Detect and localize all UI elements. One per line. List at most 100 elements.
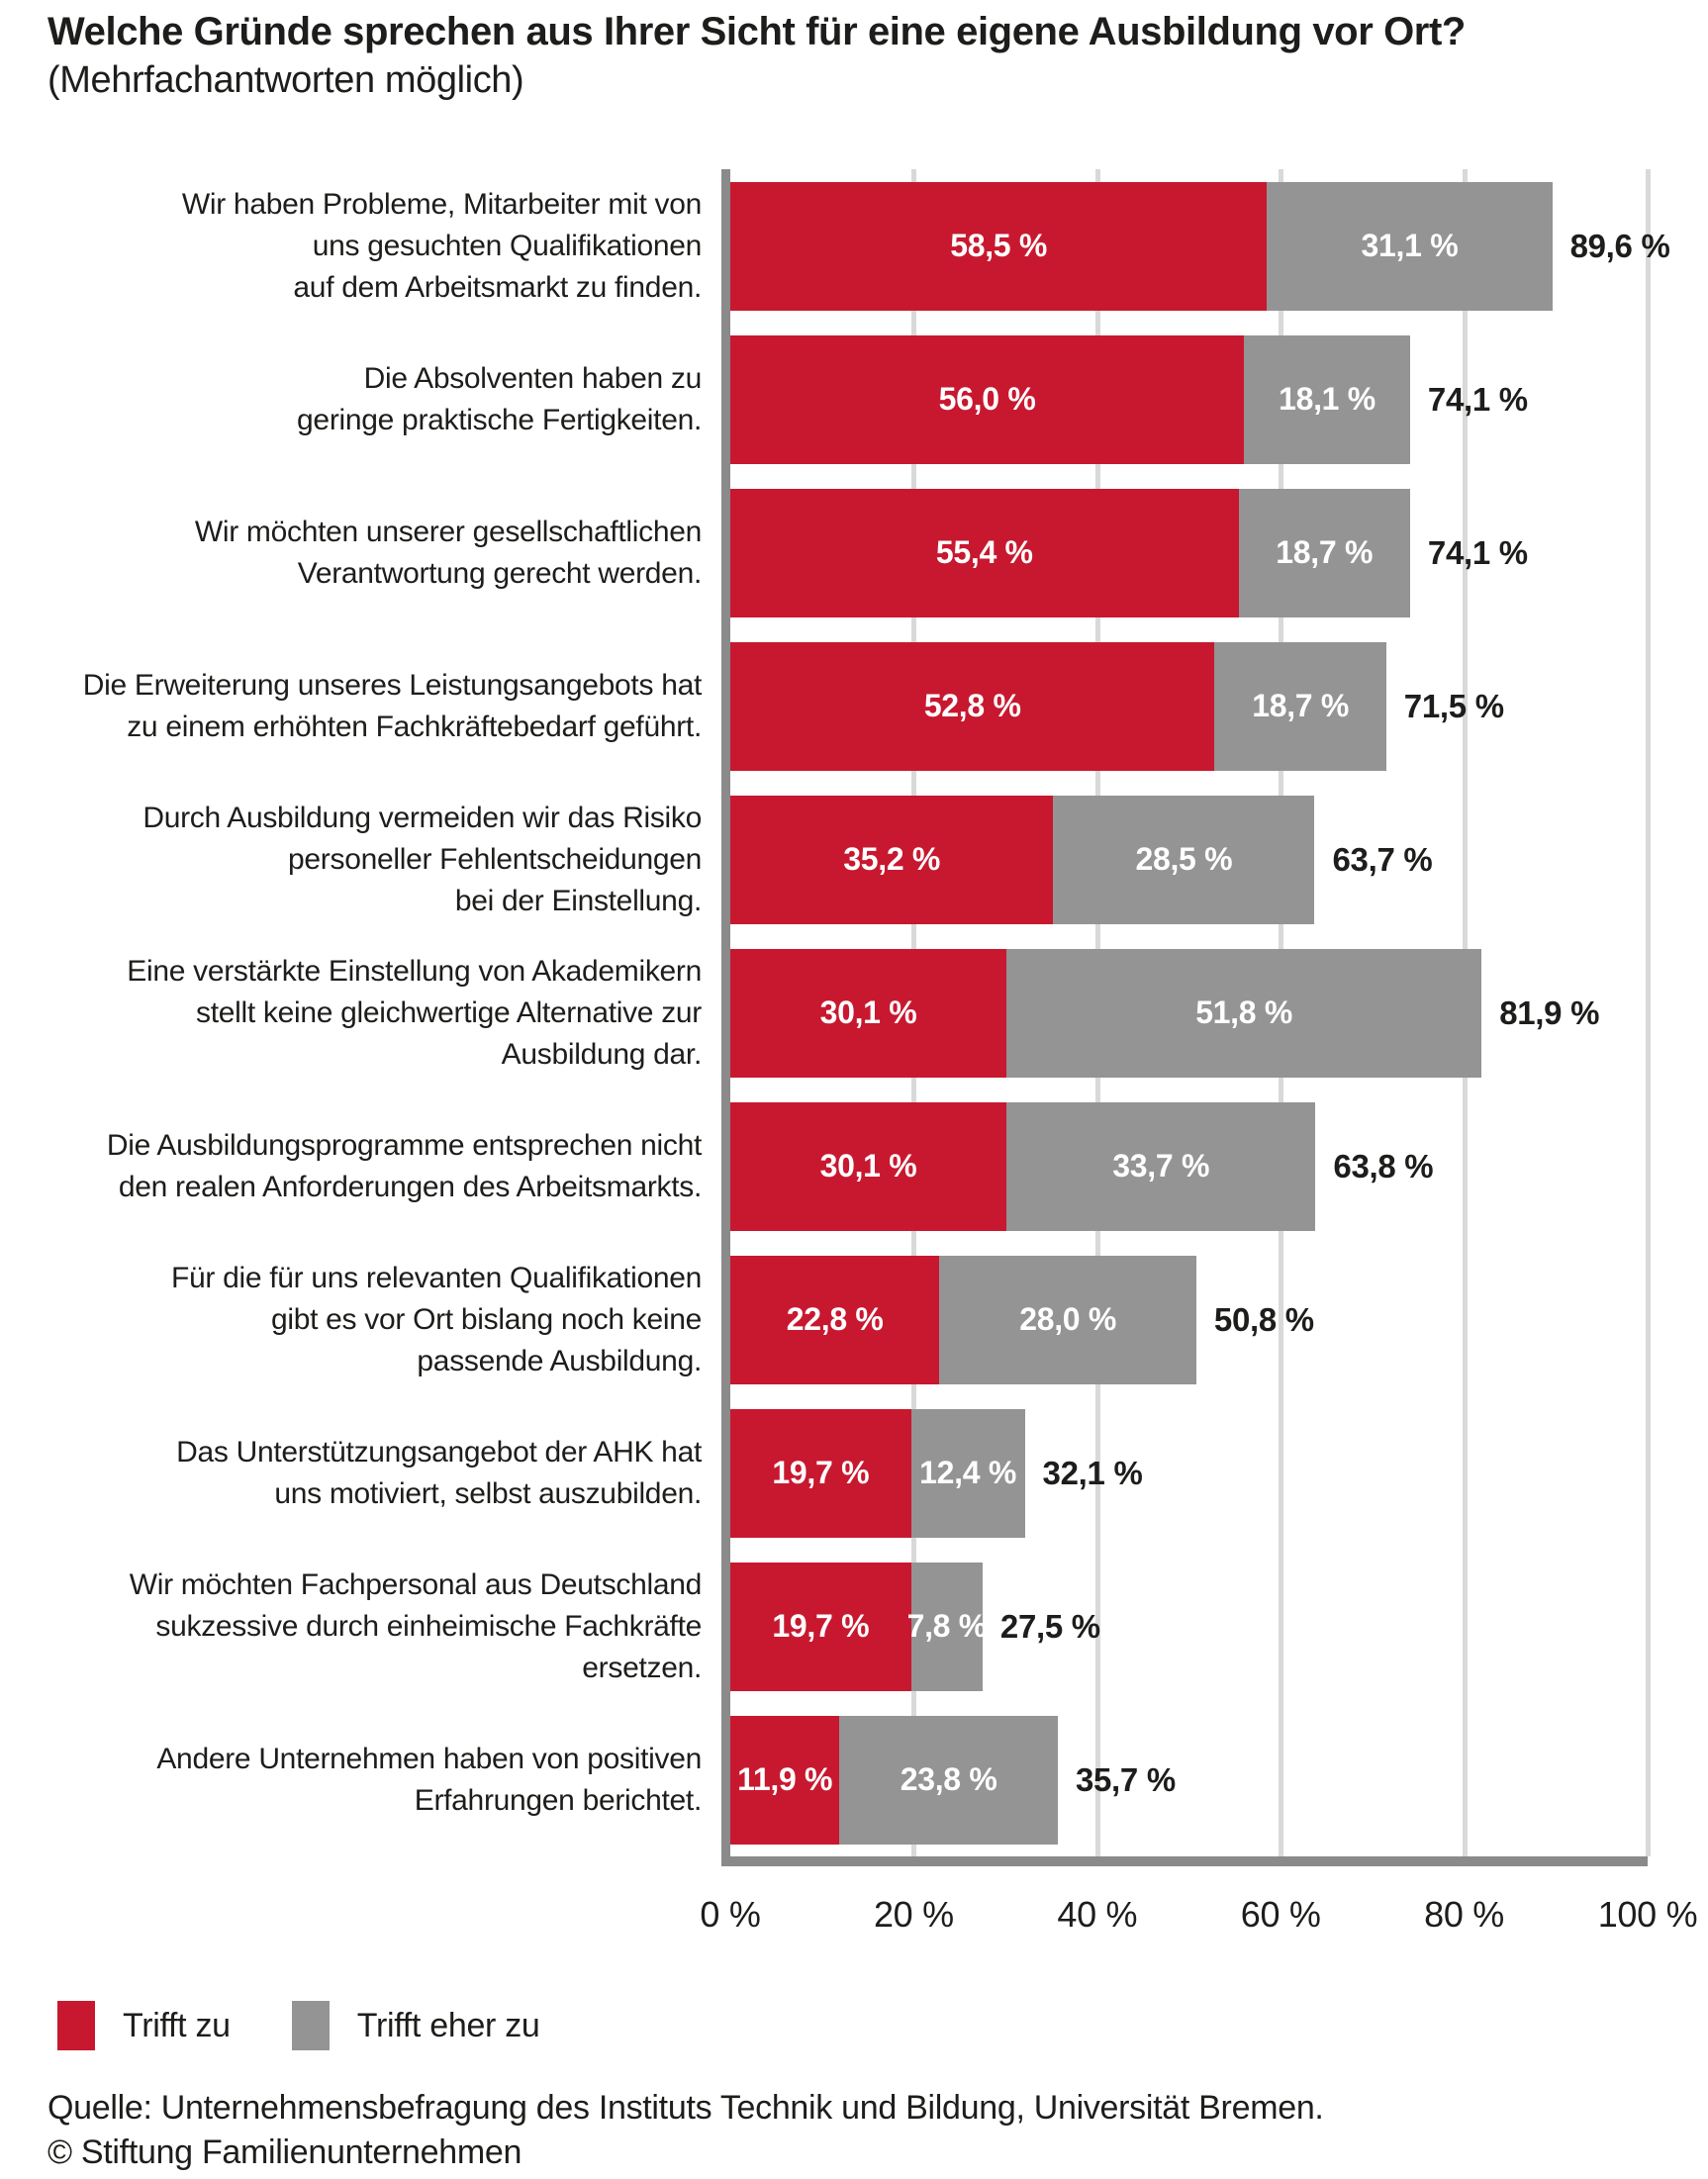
- total-label: 74,1 %: [1427, 533, 1528, 571]
- bar-row: Eine verstärkte Einstellung von Akademik…: [47, 936, 1648, 1090]
- bar-rows: Wir haben Probleme, Mitarbeiter mit von …: [47, 169, 1670, 1856]
- bar-row: Die Erweiterung unseres Leistungsangebot…: [47, 629, 1648, 783]
- bar-segment-trifft-zu: 35,2 %: [730, 795, 1054, 924]
- bar-row: Die Ausbildungsprogramme entsprechen nic…: [47, 1090, 1648, 1243]
- value-label-trifft-eher-zu: 51,8 %: [1195, 995, 1293, 1030]
- bar-row: Durch Ausbildung vermeiden wir das Risik…: [47, 783, 1648, 936]
- bar-segment-trifft-eher-zu: 18,7 %: [1238, 488, 1410, 617]
- bar-segment-trifft-eher-zu: 28,0 %: [939, 1255, 1196, 1384]
- bar-segment-trifft-zu: 55,4 %: [730, 488, 1239, 617]
- category-label: Wir möchten Fachpersonal aus Deutschland…: [129, 1567, 703, 1684]
- category-label: Eine verstärkte Einstellung von Akademik…: [127, 954, 702, 1071]
- total-label: 74,1 %: [1427, 380, 1528, 418]
- category-label: Wir haben Probleme, Mitarbeiter mit von …: [181, 187, 702, 304]
- category-label: Wir möchten unserer gesellschaftlichen V…: [194, 515, 702, 590]
- tick-label-60: 60 %: [1240, 1894, 1321, 1935]
- bar-segment-trifft-zu: 30,1 %: [730, 948, 1007, 1078]
- bar: 19,7 % 7,8 % 27,5 %: [730, 1562, 1648, 1691]
- value-label-trifft-zu: 35,2 %: [843, 841, 941, 877]
- value-label-trifft-zu: 19,7 %: [772, 1608, 870, 1644]
- bar-segment-trifft-eher-zu: 18,7 %: [1214, 641, 1386, 771]
- bar-segment-trifft-eher-zu: 33,7 %: [1006, 1101, 1316, 1231]
- x-axis-tick-labels: 0 % 20 % 40 % 60 % 80 % 100 %: [700, 1894, 1697, 1938]
- value-label-trifft-zu: 19,7 %: [772, 1455, 870, 1490]
- tick-label-100: 100 %: [1597, 1894, 1698, 1935]
- bar: 30,1 % 33,7 % 63,8 %: [730, 1101, 1648, 1231]
- value-label-trifft-eher-zu: 28,5 %: [1135, 841, 1233, 877]
- bar-segment-trifft-eher-zu: 23,8 %: [839, 1715, 1058, 1845]
- legend-swatch-trifft-zu: [57, 2001, 95, 2050]
- category-label: Die Erweiterung unseres Leistungsangebot…: [82, 668, 703, 743]
- bar: 55,4 % 18,7 % 74,1 %: [730, 488, 1648, 617]
- value-label-trifft-eher-zu: 12,4 %: [919, 1455, 1016, 1490]
- bar-segment-trifft-zu: 19,7 %: [730, 1408, 911, 1538]
- page-title: Welche Gründe sprechen aus Ihrer Sicht f…: [47, 10, 1466, 53]
- footer: Quelle: Unternehmensbefragung des Instit…: [47, 2086, 1708, 2175]
- stacked-bar-chart: Wir haben Probleme, Mitarbeiter mit von …: [47, 169, 1698, 1938]
- bar-row: Andere Unternehmen haben von positiven E…: [47, 1703, 1648, 1856]
- value-label-trifft-eher-zu: 18,7 %: [1276, 534, 1374, 570]
- bar-row: Wir haben Probleme, Mitarbeiter mit von …: [47, 169, 1670, 323]
- bar-row: Die Absolventen haben zu geringe praktis…: [47, 323, 1648, 476]
- bar-row: Wir möchten Fachpersonal aus Deutschland…: [47, 1550, 1648, 1703]
- value-label-trifft-zu: 30,1 %: [819, 995, 917, 1030]
- bar-segment-trifft-eher-zu: 18,1 %: [1244, 334, 1410, 464]
- tick-label-20: 20 %: [873, 1894, 954, 1935]
- category-label: Für die für uns relevanten Qualifikation…: [170, 1261, 702, 1377]
- bar-segment-trifft-zu: 22,8 %: [730, 1255, 940, 1384]
- value-label-trifft-zu: 11,9 %: [737, 1761, 833, 1797]
- bar-segment-trifft-eher-zu: 12,4 %: [910, 1408, 1025, 1538]
- bar: 52,8 % 18,7 % 71,5 %: [730, 641, 1648, 771]
- legend-label-trifft-eher-zu: Trifft eher zu: [356, 2006, 540, 2044]
- value-label-trifft-zu: 58,5 %: [950, 228, 1048, 263]
- legend-swatch-trifft-eher-zu: [291, 2001, 330, 2050]
- value-label-trifft-zu: 22,8 %: [786, 1301, 884, 1337]
- value-label-trifft-zu: 52,8 %: [923, 688, 1021, 723]
- value-label-trifft-zu: 56,0 %: [938, 381, 1036, 417]
- bar: 30,1 % 51,8 % 81,9 %: [730, 948, 1648, 1078]
- tick-label-0: 0 %: [700, 1894, 761, 1935]
- legend: Trifft zu Trifft eher zu: [57, 2001, 1708, 2050]
- value-label-trifft-eher-zu: 18,7 %: [1252, 688, 1350, 723]
- source-note: Quelle: Unternehmensbefragung des Instit…: [47, 2089, 1324, 2127]
- y-axis-line: [721, 169, 730, 1866]
- bar-segment-trifft-zu: 58,5 %: [730, 181, 1268, 311]
- bar-segment-trifft-zu: 52,8 %: [730, 641, 1215, 771]
- bar: 19,7 % 12,4 % 32,1 %: [730, 1408, 1648, 1538]
- value-label-trifft-zu: 55,4 %: [935, 534, 1033, 570]
- category-label: Durch Ausbildung vermeiden wir das Risik…: [142, 801, 702, 917]
- bar-segment-trifft-eher-zu: 51,8 %: [1006, 948, 1482, 1078]
- bar-segment-trifft-eher-zu: 7,8 %: [907, 1562, 987, 1691]
- total-label: 27,5 %: [999, 1607, 1100, 1645]
- bar-segment-trifft-zu: 30,1 %: [730, 1101, 1007, 1231]
- total-label: 50,8 %: [1213, 1300, 1314, 1338]
- total-label: 35,7 %: [1075, 1760, 1176, 1798]
- tick-label-80: 80 %: [1424, 1894, 1505, 1935]
- value-label-trifft-eher-zu: 23,8 %: [900, 1761, 997, 1797]
- bar-segment-trifft-zu: 56,0 %: [730, 334, 1245, 464]
- legend-label-trifft-zu: Trifft zu: [123, 2006, 231, 2044]
- tick-label-40: 40 %: [1057, 1894, 1138, 1935]
- copyright-note: © Stiftung Familienunternehmen: [47, 2133, 522, 2171]
- bar: 22,8 % 28,0 % 50,8 %: [730, 1255, 1648, 1384]
- category-label: Andere Unternehmen haben von positiven E…: [156, 1742, 702, 1817]
- total-label: 89,6 %: [1569, 227, 1670, 264]
- bar: 56,0 % 18,1 % 74,1 %: [730, 334, 1648, 464]
- bar: 11,9 % 23,8 % 35,7 %: [730, 1715, 1648, 1845]
- legend-item-trifft-zu: Trifft zu: [57, 2001, 231, 2050]
- category-label: Das Unterstützungsangebot der AHK hat un…: [176, 1435, 702, 1510]
- total-label: 32,1 %: [1042, 1454, 1143, 1491]
- value-label-trifft-eher-zu: 33,7 %: [1112, 1148, 1210, 1184]
- bar: 35,2 % 28,5 % 63,7 %: [730, 795, 1648, 924]
- bar-row: Wir möchten unserer gesellschaftlichen V…: [47, 476, 1648, 629]
- bar-segment-trifft-zu: 11,9 %: [730, 1715, 840, 1845]
- bar-segment-trifft-zu: 19,7 %: [730, 1562, 911, 1691]
- bar: 58,5 % 31,1 % 89,6 %: [730, 181, 1670, 311]
- total-label: 63,7 %: [1332, 840, 1433, 878]
- total-label: 63,8 %: [1333, 1147, 1434, 1184]
- legend-item-trifft-eher-zu: Trifft eher zu: [291, 2001, 540, 2050]
- total-label: 81,9 %: [1499, 994, 1600, 1031]
- category-label: Die Ausbildungsprogramme entsprechen nic…: [106, 1128, 702, 1203]
- x-axis-line: [721, 1856, 1648, 1866]
